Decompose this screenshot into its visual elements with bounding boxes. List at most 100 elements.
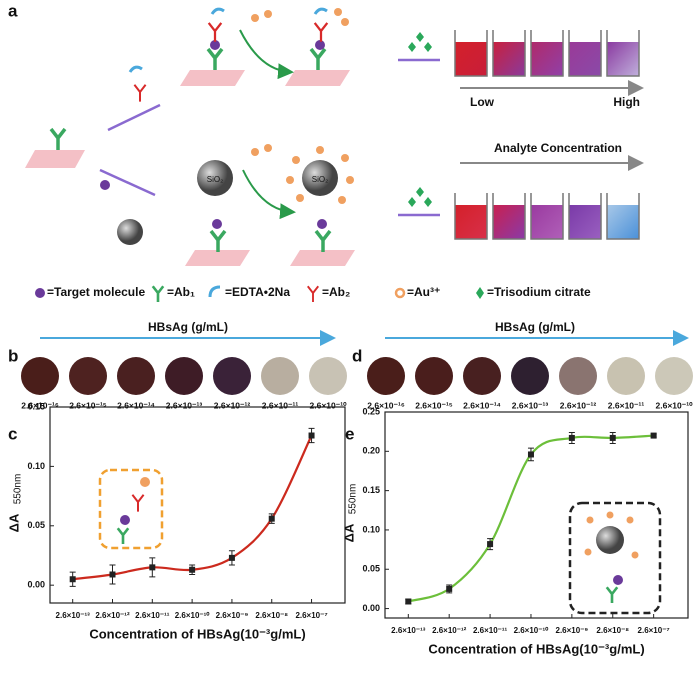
x-axis-label: Concentration of HBsAg(10⁻³g/mL) — [428, 641, 644, 656]
x-tick-label: 2.6×10⁻¹² — [432, 626, 467, 635]
data-point — [309, 433, 315, 439]
fit-curve — [73, 436, 312, 580]
low-label: Low — [470, 95, 495, 109]
schematic — [25, 8, 685, 613]
concentration-label: 2.6×10⁻¹⁴ — [463, 400, 501, 410]
x-tick-label: 2.6×10⁻¹⁰ — [514, 626, 550, 635]
y-axis-label-sub: 550nm — [348, 484, 359, 515]
y-tick-label: 0.15 — [362, 485, 380, 495]
cuvette-liquid — [493, 42, 525, 76]
y-tick-label: 0.00 — [27, 580, 45, 590]
panel-title: HBsAg (g/mL) — [495, 320, 575, 334]
concentration-label: 2.6×10⁻¹⁰ — [310, 400, 348, 410]
panel-label: c — [8, 424, 17, 443]
sample-photo — [69, 357, 107, 395]
cuvette-liquid — [455, 42, 487, 76]
y-tick-label: 0.00 — [362, 603, 380, 613]
x-tick-label: 2.6×10⁻¹⁰ — [175, 611, 211, 620]
data-point — [189, 567, 195, 573]
cuvette-liquid — [569, 42, 601, 76]
data-point — [528, 451, 534, 457]
particle-label: SiO₂ — [207, 175, 223, 184]
x-tick-label: 2.6×10⁻¹² — [95, 611, 130, 620]
y-tick-label: 0.05 — [27, 520, 45, 530]
sample-photo — [261, 357, 299, 395]
concentration-label: 2.6×10⁻¹³ — [166, 400, 203, 410]
sample-photo — [415, 357, 453, 395]
sample-photo — [117, 357, 155, 395]
y-axis-label: ΔA — [341, 523, 356, 542]
arrow-label: Analyte Concentration — [494, 141, 622, 155]
legend-entry: =Ab₂ — [322, 285, 350, 299]
panel-label: d — [352, 346, 362, 365]
panel-label: b — [8, 346, 18, 365]
legend-entry: =Target molecule — [47, 285, 145, 299]
y-tick-label: 0.15 — [27, 401, 45, 411]
concentration-label: 2.6×10⁻¹¹ — [262, 400, 299, 410]
y-axis-label: ΔA — [6, 513, 21, 532]
legend-entry: =EDTA•2Na — [225, 285, 290, 299]
y-tick-label: 0.05 — [362, 564, 380, 574]
x-tick-label: 2.6×10⁻¹¹ — [473, 626, 508, 635]
x-tick-label: 2.6×10⁻⁹ — [556, 626, 589, 635]
sample-photo — [559, 357, 597, 395]
concentration-label: 2.6×10⁻¹³ — [512, 400, 549, 410]
data-point — [405, 598, 411, 604]
data-point — [109, 571, 115, 577]
x-tick-label: 2.6×10⁻¹³ — [391, 626, 426, 635]
sample-photo — [511, 357, 549, 395]
legend-entry: =Ab₁ — [167, 285, 195, 299]
data-point — [610, 435, 616, 441]
sample-photo — [367, 357, 405, 395]
x-tick-label: 2.6×10⁻⁸ — [596, 626, 629, 635]
y-axis-label-sub: 550nm — [13, 474, 24, 505]
concentration-label: 2.6×10⁻¹⁴ — [117, 400, 155, 410]
concentration-label: 2.6×10⁻¹¹ — [608, 400, 645, 410]
y-tick-label: 0.25 — [362, 406, 380, 416]
x-tick-label: 2.6×10⁻⁹ — [216, 611, 249, 620]
data-point — [569, 435, 575, 441]
cuvette-liquid — [493, 205, 525, 239]
concentration-label: 2.6×10⁻¹² — [560, 400, 597, 410]
sample-photo — [607, 357, 645, 395]
cuvette-liquid — [607, 42, 639, 76]
cuvette-liquid — [607, 205, 639, 239]
x-tick-label: 2.6×10⁻⁷ — [295, 611, 327, 620]
data-point — [70, 576, 76, 582]
legend-entry: =Trisodium citrate — [487, 285, 591, 299]
sample-photo — [213, 357, 251, 395]
high-label: High — [613, 95, 640, 109]
x-tick-label: 2.6×10⁻⁷ — [638, 626, 670, 635]
data-point — [446, 586, 452, 592]
sample-photo — [21, 357, 59, 395]
y-tick-label: 0.10 — [27, 461, 45, 471]
legend-entry: =Au³⁺ — [407, 285, 440, 299]
data-point — [229, 555, 235, 561]
sample-photo — [165, 357, 203, 395]
data-point — [149, 564, 155, 570]
data-point — [269, 516, 275, 522]
sample-photo — [655, 357, 693, 395]
particle-label: SiO₂ — [312, 175, 328, 184]
panel-title: HBsAg (g/mL) — [148, 320, 228, 334]
plot-frame — [385, 412, 688, 618]
x-tick-label: 2.6×10⁻⁸ — [255, 611, 288, 620]
y-tick-label: 0.10 — [362, 524, 380, 534]
sample-photo — [309, 357, 347, 395]
cuvette-liquid — [531, 42, 563, 76]
data-point — [651, 433, 657, 439]
concentration-label: 2.6×10⁻¹⁵ — [69, 400, 107, 410]
cuvette-liquid — [531, 205, 563, 239]
cuvette-liquid — [569, 205, 601, 239]
concentration-label: 2.6×10⁻¹⁰ — [656, 400, 694, 410]
panel-label: a — [8, 1, 18, 20]
y-tick-label: 0.20 — [362, 446, 380, 456]
data-point — [487, 541, 493, 547]
plot-frame — [50, 407, 345, 603]
x-tick-label: 2.6×10⁻¹¹ — [135, 611, 170, 620]
panel-label: e — [345, 424, 354, 443]
cuvette-liquid — [455, 205, 487, 239]
x-tick-label: 2.6×10⁻¹³ — [56, 611, 91, 620]
sample-photo — [463, 357, 501, 395]
